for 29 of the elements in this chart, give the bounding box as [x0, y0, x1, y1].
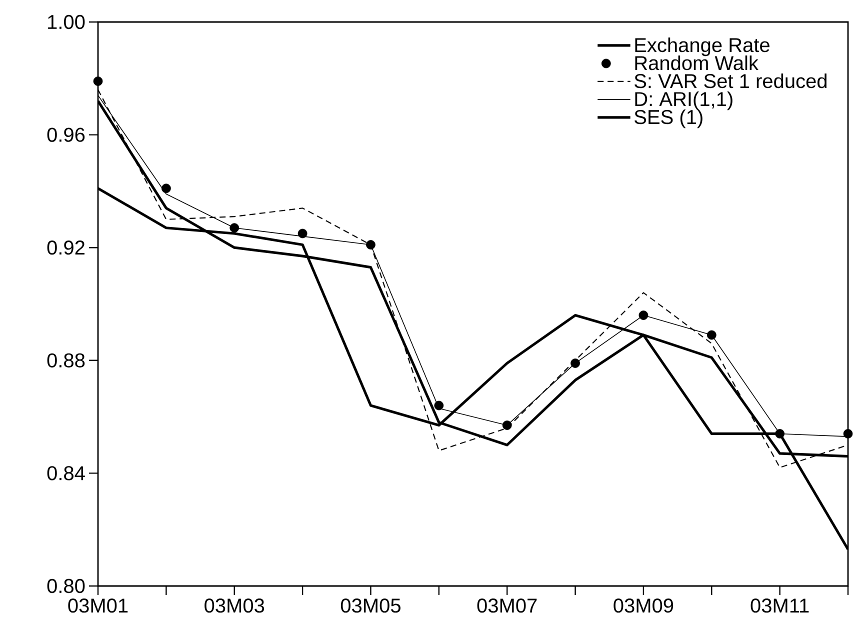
x-tick-label: 03M05	[340, 598, 400, 613]
point	[502, 420, 512, 430]
point	[638, 310, 648, 320]
point	[366, 240, 376, 250]
legend-label: Exchange Rate	[635, 37, 770, 56]
legend-label: S: VAR Set 1 reduced	[634, 73, 826, 88]
point	[298, 228, 308, 238]
point	[230, 223, 240, 233]
x-tick-label: 03M09	[614, 598, 674, 613]
legend-label: Random Walk	[635, 55, 758, 70]
y-tick-label: 0.96	[47, 128, 85, 142]
legend-label: SES (1)	[634, 109, 702, 128]
point	[93, 76, 103, 86]
y-tick-label: 0.80	[47, 578, 85, 594]
x-tick-label: 03M11	[750, 598, 809, 613]
x-tick-label: 03M07	[477, 598, 537, 613]
point	[434, 400, 444, 410]
point	[706, 330, 716, 340]
x-tick-label: 03M03	[204, 598, 264, 613]
y-tick-label: 0.88	[47, 353, 85, 368]
legend-label: D: ARI(1,1)	[635, 91, 732, 110]
point	[161, 184, 171, 194]
y-tick-label: 0.84	[47, 466, 85, 480]
x-tick-label: 03M01	[68, 598, 128, 613]
point	[843, 429, 853, 438]
point	[570, 358, 580, 368]
point	[775, 429, 785, 438]
y-tick-label: 0.92	[47, 240, 84, 255]
y-tick-label: 1.00	[48, 14, 85, 30]
